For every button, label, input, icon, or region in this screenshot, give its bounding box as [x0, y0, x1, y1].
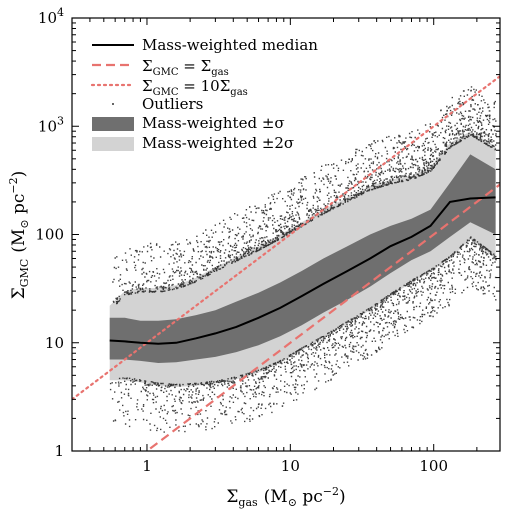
x-axis-label: Σgas (M⊙ pc−2) — [226, 485, 345, 509]
legend-tenx-label: ΣGMC = 10Σgas — [142, 77, 248, 98]
tick-labels-layer: 1 10 100 1 10 100 103 104 — [35, 6, 448, 475]
legend-outliers-handle — [112, 103, 114, 105]
x-tick-label: 10 — [281, 457, 300, 475]
legend-equal-label: ΣGMC = Σgas — [142, 57, 229, 78]
tenx-line — [72, 75, 500, 401]
legend-median-label: Mass-weighted median — [142, 36, 318, 54]
equality-line — [145, 183, 500, 451]
x-tick-label: 100 — [419, 457, 448, 475]
y-tick-label: 10 — [45, 334, 64, 352]
median-layer — [109, 196, 496, 345]
y-tick-label: 100 — [35, 226, 64, 244]
legend-handles — [90, 44, 136, 151]
legend-sigma2-label: Mass-weighted ±2σ — [142, 134, 294, 152]
legend-sigma1-label: Mass-weighted ±σ — [142, 114, 285, 132]
ticks-layer — [71, 17, 500, 452]
y-tick-label: 1 — [54, 442, 64, 460]
y-tick-label: 104 — [38, 6, 64, 27]
y-axis-label: ΣGMC(M⊙ pc−2) — [7, 171, 31, 299]
y-tick-label: 103 — [38, 114, 64, 135]
plot-area — [72, 75, 500, 451]
legend: Mass-weighted median ΣGMC = Σgas ΣGMC = … — [90, 36, 318, 152]
median-line — [109, 196, 496, 345]
x-tick-label: 1 — [142, 457, 152, 475]
reference-lines-layer — [72, 75, 500, 451]
legend-sigma1-handle — [92, 117, 134, 131]
legend-sigma2-handle — [92, 137, 134, 151]
legend-outliers-label: Outliers — [142, 95, 203, 113]
